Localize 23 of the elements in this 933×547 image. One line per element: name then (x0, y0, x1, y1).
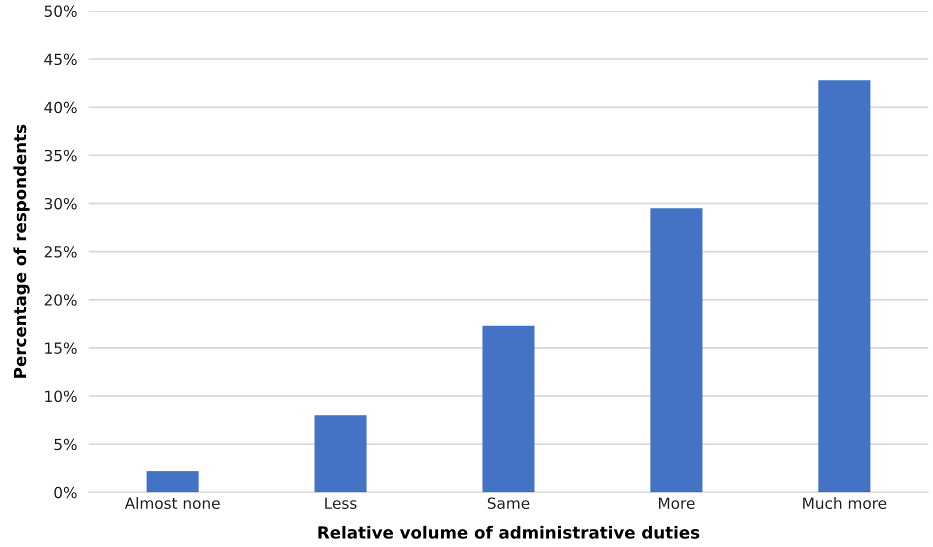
y-tick-label: 5% (54, 438, 77, 450)
x-tick-label: Much more (803, 497, 886, 509)
y-tick-label: 50% (44, 5, 77, 17)
bar (146, 471, 199, 492)
bar (818, 80, 870, 492)
x-axis-title: Relative volume of administrative duties (318, 526, 700, 539)
y-tick-label: 10% (45, 390, 77, 402)
x-tick-label: Same (488, 497, 530, 509)
bar (314, 415, 367, 492)
y-tick-label: 15% (45, 342, 77, 354)
bar (482, 326, 535, 492)
y-tick-label: 35% (44, 150, 77, 162)
x-tick-label: Less (325, 498, 357, 509)
y-tick-label: 40% (44, 102, 77, 114)
y-tick-label: 25% (44, 246, 77, 258)
y-axis-title: Percentage of respondents (13, 124, 30, 378)
bar (650, 208, 702, 492)
x-tick-label: More (658, 498, 695, 509)
x-tick-label: Almost none (124, 497, 220, 509)
y-tick-label: 20% (44, 294, 77, 306)
y-tick-label: 30% (44, 198, 77, 210)
y-tick-label: 45% (44, 54, 77, 66)
y-tick-label: 0% (54, 486, 77, 498)
